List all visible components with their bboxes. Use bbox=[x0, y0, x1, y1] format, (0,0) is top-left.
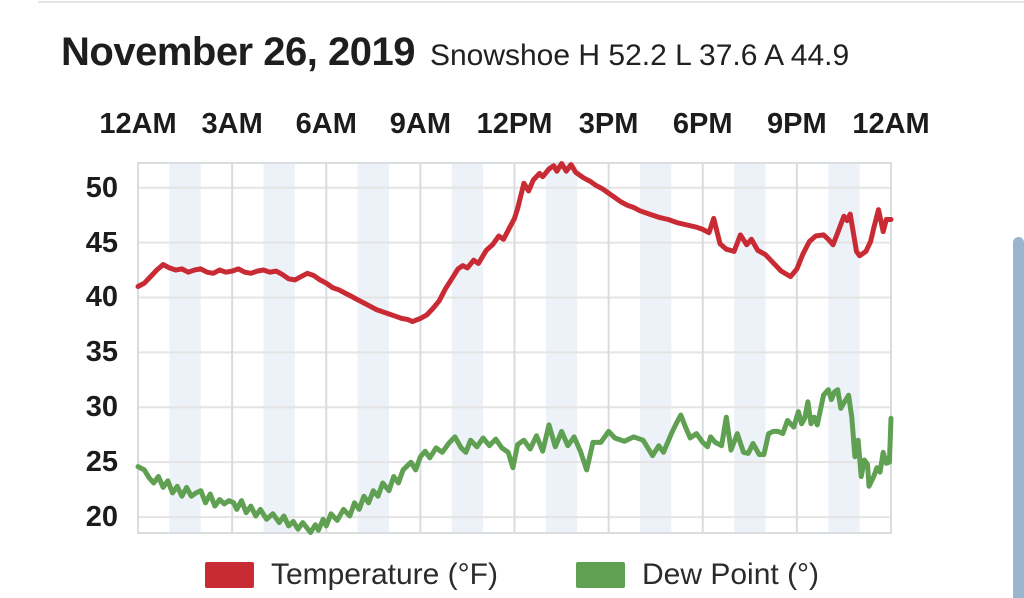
x-tick-label: 3PM bbox=[578, 108, 639, 140]
plot-band bbox=[451, 163, 484, 533]
plot-border bbox=[137, 162, 892, 534]
y-tick-label: 50 bbox=[85, 171, 118, 204]
title-date: November 26, 2019 bbox=[61, 30, 415, 74]
y-tick-label: 30 bbox=[85, 391, 118, 424]
legend-item-dew-point: Dew Point (°) bbox=[576, 558, 819, 592]
x-tick-label: 12AM bbox=[852, 108, 930, 140]
x-tick-label: 12AM bbox=[99, 108, 177, 140]
plot-band bbox=[734, 163, 766, 533]
temperature-legend-label: Temperature (°F) bbox=[270, 558, 498, 591]
x-tick-label: 9PM bbox=[767, 108, 827, 140]
x-axis-labels: 12AM 3AM 6AM 9AM 12PM 3PM 6PM 9PM 12AM bbox=[0, 108, 1024, 142]
plot-band bbox=[545, 163, 578, 533]
y-tick-label: 25 bbox=[85, 446, 118, 479]
plot-band bbox=[263, 163, 295, 533]
x-tick-label: 6AM bbox=[295, 108, 357, 140]
plot-band bbox=[169, 163, 201, 533]
dew-point-line bbox=[135, 387, 894, 535]
plot-band bbox=[640, 163, 672, 533]
x-tick-label: 6PM bbox=[672, 108, 733, 140]
scrollbar-thumb[interactable] bbox=[1013, 237, 1024, 598]
x-tick-label: 12PM bbox=[476, 108, 553, 140]
x-tick-label: 9AM bbox=[389, 108, 451, 140]
legend-item-temperature: Temperature (°F) bbox=[204, 558, 498, 592]
x-tick-label: 3AM bbox=[201, 108, 263, 140]
temperature-swatch bbox=[204, 562, 254, 588]
page-title: November 26, 2019 Snowshoe H 52.2 L 37.6… bbox=[61, 30, 1004, 75]
chart-legend: Temperature (°F) Dew Point (°) bbox=[0, 552, 1024, 598]
y-tick-label: 40 bbox=[85, 281, 118, 314]
y-tick-label: 20 bbox=[85, 501, 118, 534]
plot-band bbox=[357, 163, 389, 533]
dew-point-legend-label: Dew Point (°) bbox=[642, 558, 820, 591]
dew-point-swatch bbox=[576, 562, 625, 588]
temperature-line bbox=[135, 161, 894, 325]
y-tick-label: 45 bbox=[85, 226, 118, 259]
card-top-border bbox=[38, 1, 1024, 3]
y-tick-label: 35 bbox=[85, 336, 118, 369]
title-station-stats: Snowshoe H 52.2 L 37.6 A 44.9 bbox=[429, 39, 850, 72]
